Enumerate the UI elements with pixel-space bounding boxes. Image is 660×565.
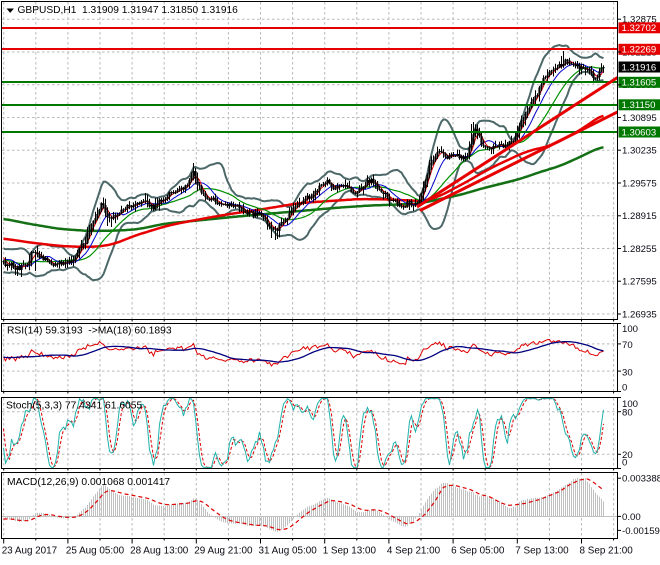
svg-text:1.28255: 1.28255 — [622, 244, 657, 255]
svg-text:31 Aug 05:00: 31 Aug 05:00 — [259, 546, 318, 557]
svg-text:1.31605: 1.31605 — [622, 78, 657, 89]
svg-text:0: 0 — [622, 382, 627, 393]
svg-text:70: 70 — [622, 340, 633, 351]
svg-text:1.30235: 1.30235 — [622, 146, 657, 157]
svg-text:29 Aug 21:00: 29 Aug 21:00 — [194, 546, 253, 557]
svg-text:1.30603: 1.30603 — [622, 127, 657, 138]
svg-text:1.28915: 1.28915 — [622, 211, 657, 222]
svg-text:1.31916: 1.31916 — [622, 62, 657, 73]
svg-text:100: 100 — [622, 324, 638, 335]
svg-text:28 Aug 13:00: 28 Aug 13:00 — [130, 546, 189, 557]
svg-text:80: 80 — [622, 408, 633, 419]
svg-text:GBPUSD,H1 1.31909 1.31947 1.3: GBPUSD,H1 1.31909 1.31947 1.31850 1.3191… — [18, 5, 239, 16]
svg-text:8 Sep 21:00: 8 Sep 21:00 — [580, 546, 634, 557]
svg-text:4 Sep 21:00: 4 Sep 21:00 — [387, 546, 441, 557]
svg-text:1 Sep 13:00: 1 Sep 13:00 — [323, 546, 377, 557]
svg-text:-0.001591: -0.001591 — [622, 526, 660, 537]
svg-text:1.26935: 1.26935 — [622, 309, 657, 320]
svg-text:0.00: 0.00 — [622, 512, 641, 523]
svg-text:1.29575: 1.29575 — [622, 178, 657, 189]
svg-text:1.27595: 1.27595 — [622, 277, 657, 288]
svg-text:RSI(14) 59.3193 ->MA(18) 60.1: RSI(14) 59.3193 ->MA(18) 60.1893 — [7, 326, 172, 337]
svg-text:0: 0 — [622, 457, 627, 468]
svg-text:30: 30 — [622, 367, 633, 378]
svg-text:0.003388: 0.003388 — [622, 474, 660, 485]
svg-text:6 Sep 05:00: 6 Sep 05:00 — [451, 546, 505, 557]
svg-text:1.32269: 1.32269 — [622, 45, 657, 56]
svg-text:MACD(12,26,9) 0.001068 0.00141: MACD(12,26,9) 0.001068 0.001417 — [7, 477, 170, 488]
svg-text:1.31150: 1.31150 — [622, 100, 656, 111]
svg-text:7 Sep 13:00: 7 Sep 13:00 — [515, 546, 569, 557]
svg-text:Stoch(5,3,3) 77.4341 61.6055: Stoch(5,3,3) 77.4341 61.6055 — [6, 401, 143, 412]
svg-text:1.30895: 1.30895 — [622, 113, 657, 124]
svg-text:23 Aug 2017: 23 Aug 2017 — [2, 546, 57, 557]
svg-text:25 Aug 05:00: 25 Aug 05:00 — [66, 546, 125, 557]
svg-text:1.32702: 1.32702 — [622, 23, 657, 34]
